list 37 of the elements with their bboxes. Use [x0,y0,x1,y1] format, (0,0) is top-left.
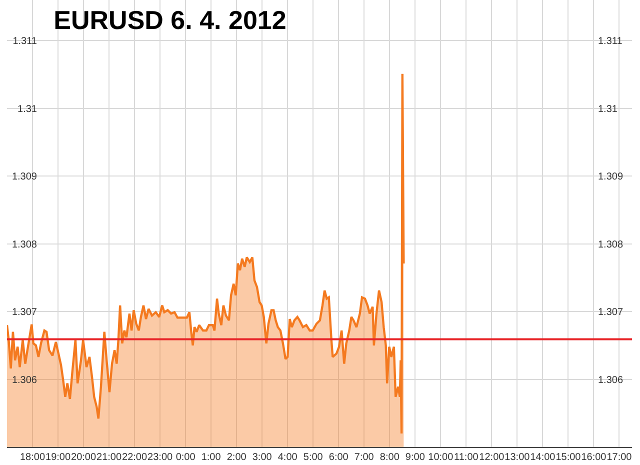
x-tick-label: 12:00 [479,452,505,463]
x-tick-label: 23:00 [148,452,174,463]
x-tick-label: 5:00 [303,452,324,463]
x-tick-label: 2:00 [226,452,247,463]
y-tick-label: 1.31 [18,104,38,115]
y2-tick-label: 1.311 [598,36,623,48]
y2-tick-label: 1.306 [598,374,624,386]
y-tick-label: 1.306 [12,374,38,386]
x-tick-label: 4:00 [278,452,298,463]
x-tick-label: 16:00 [581,452,607,463]
x-tick-label: 15:00 [556,452,582,463]
x-tick-label: 10:00 [428,452,454,463]
x-tick-label: 11:00 [454,452,479,463]
y-tick-label: 1.307 [12,307,38,318]
x-tick-label: 3:00 [252,452,272,463]
y2-tick-label: 1.307 [598,307,624,318]
y2-tick-label: 1.309 [598,172,624,183]
y-tick-label: 1.311 [12,36,38,48]
x-tick-label: 14:00 [530,452,556,463]
x-tick-label: 17:00 [606,452,632,463]
x-tick-label: 9:00 [405,452,426,463]
x-tick-label: 22:00 [122,452,148,463]
x-tick-label: 0:00 [176,452,196,463]
x-tick-label: 21:00 [96,452,122,463]
chart-title: EURUSD 6. 4. 2012 [54,5,286,36]
y2-tick-label: 1.308 [598,239,624,250]
x-tick-label: 19:00 [46,452,71,463]
y-tick-label: 1.308 [12,239,38,250]
x-tick-label: 1:00 [201,452,222,463]
x-tick-label: 20:00 [71,452,96,463]
x-tick-label: 13:00 [504,452,530,463]
x-tick-label: 7:00 [354,452,374,463]
x-tick-label: 18:00 [20,452,46,463]
x-tick-label: 6:00 [328,452,349,463]
x-tick-label: 8:00 [380,452,400,463]
y2-tick-label: 1.31 [598,104,618,115]
y-tick-label: 1.309 [12,172,38,183]
